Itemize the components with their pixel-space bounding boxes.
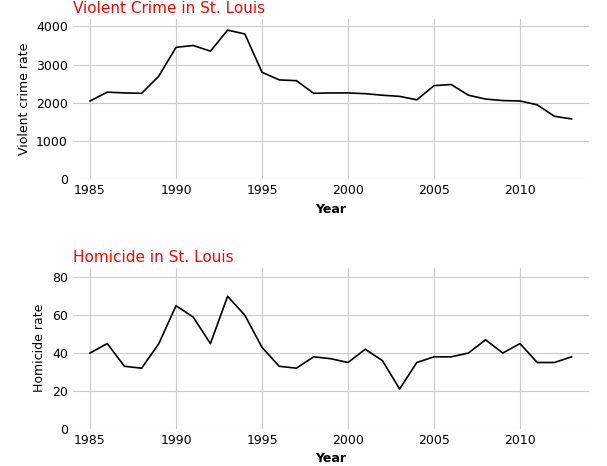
- X-axis label: Year: Year: [315, 203, 347, 216]
- Text: Violent Crime in St. Louis: Violent Crime in St. Louis: [73, 1, 265, 16]
- X-axis label: Year: Year: [315, 452, 347, 465]
- Y-axis label: Violent crime rate: Violent crime rate: [18, 43, 30, 155]
- Text: Homicide in St. Louis: Homicide in St. Louis: [73, 250, 234, 265]
- Y-axis label: Homicide rate: Homicide rate: [33, 304, 46, 392]
